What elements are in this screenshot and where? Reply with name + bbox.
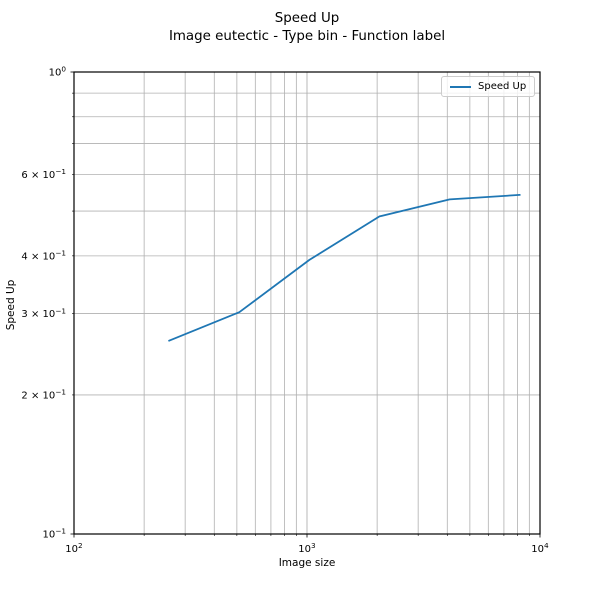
x-tick-label: 104	[531, 541, 549, 555]
x-axis-label: Image size	[278, 557, 336, 569]
y-tick-label: 2 × 10−1	[21, 388, 66, 402]
y-tick-label: 100	[49, 65, 67, 79]
chart-subtitle: Image eutectic - Type bin - Function lab…	[168, 29, 446, 45]
legend-entry-label: Speed Up	[478, 81, 527, 92]
y-tick-label: 3 × 10−1	[21, 306, 66, 320]
legend-line-sample	[450, 85, 471, 88]
x-tick-label: 102	[65, 541, 82, 555]
legend: Speed Up	[441, 76, 536, 97]
gridlines	[73, 72, 541, 534]
chart-title: Speed Up	[274, 11, 340, 26]
y-tick-label: 6 × 10−1	[21, 167, 66, 181]
chart-title-block: Speed Up Image eutectic - Type bin - Fun…	[74, 10, 540, 46]
tick-marks	[70, 71, 541, 538]
y-axis-label: Speed Up	[5, 279, 17, 331]
y-tick-label: 10−1	[43, 527, 67, 541]
x-tick-label: 103	[298, 541, 316, 555]
speedup-line	[168, 193, 521, 342]
tick-labels: 102 103 104 100 6 × 10−1 4 × 10−1 3 × 10−1 2 × …	[21, 65, 549, 555]
y-tick-label: 4 × 10−1	[21, 249, 66, 263]
